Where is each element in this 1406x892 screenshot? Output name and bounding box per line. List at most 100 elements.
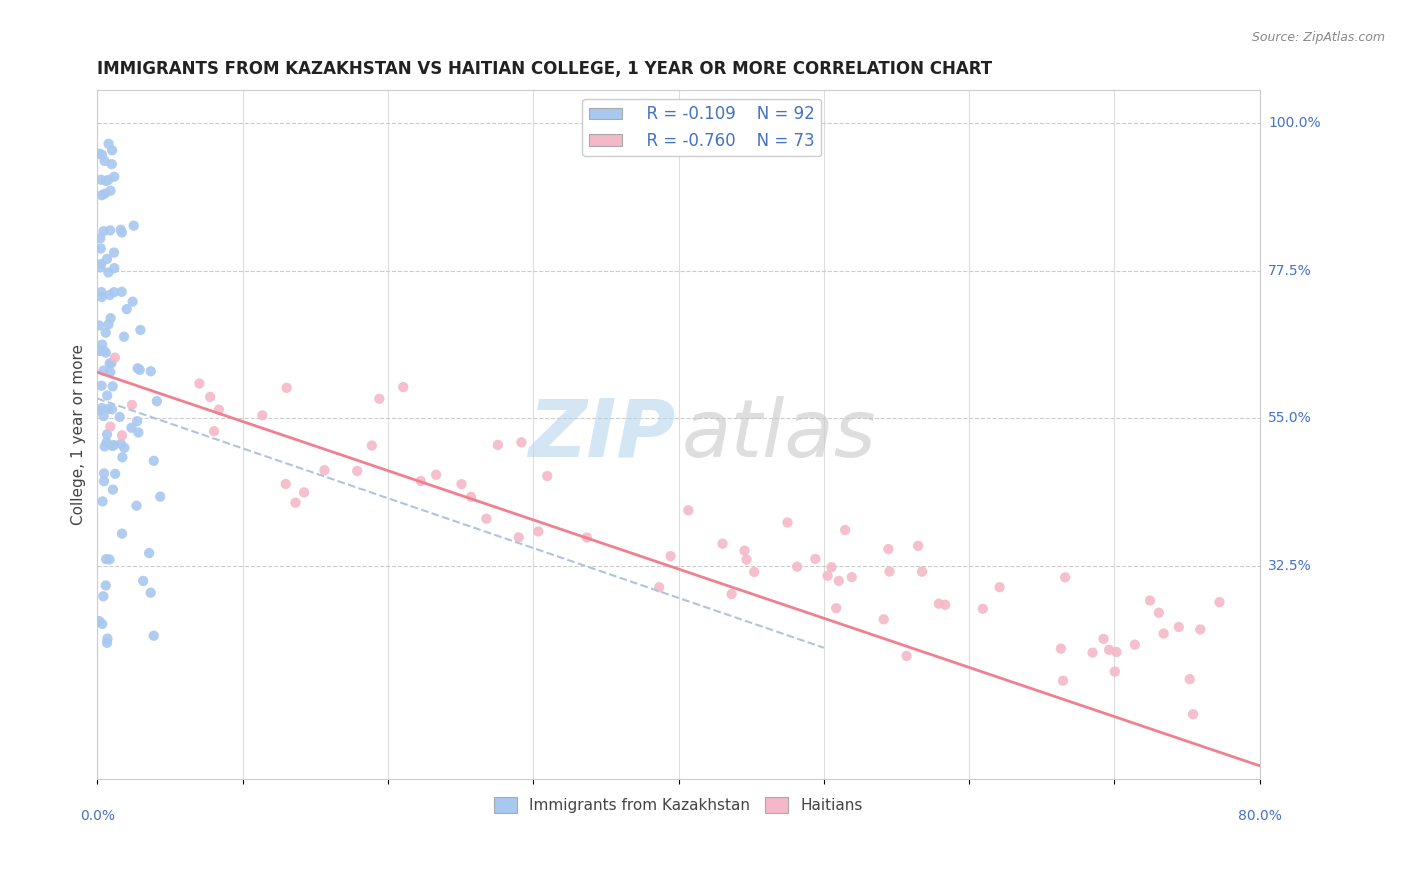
Point bbox=[368, 392, 391, 406]
Point bbox=[198, 390, 221, 404]
Point bbox=[121, 294, 143, 309]
Point bbox=[97, 136, 120, 151]
Point bbox=[90, 242, 112, 256]
Point bbox=[111, 226, 134, 240]
Text: atlas: atlas bbox=[682, 395, 877, 474]
Point bbox=[101, 379, 124, 393]
Point bbox=[94, 552, 117, 566]
Point bbox=[1189, 623, 1212, 637]
Point bbox=[94, 326, 117, 340]
Point bbox=[1104, 665, 1126, 679]
Point bbox=[90, 378, 112, 392]
Point bbox=[1081, 646, 1104, 660]
Point bbox=[98, 365, 121, 379]
Point bbox=[1147, 606, 1170, 620]
Point bbox=[475, 512, 498, 526]
Point bbox=[111, 526, 134, 541]
Point bbox=[804, 552, 827, 566]
Point bbox=[96, 636, 118, 650]
Point bbox=[678, 503, 700, 517]
Point bbox=[89, 403, 111, 417]
Point bbox=[93, 224, 115, 238]
Point bbox=[142, 454, 165, 468]
Point bbox=[128, 363, 150, 377]
Point bbox=[934, 598, 956, 612]
Point bbox=[98, 223, 121, 237]
Point bbox=[928, 597, 950, 611]
Point bbox=[93, 409, 115, 424]
Point bbox=[817, 569, 839, 583]
Point bbox=[89, 318, 111, 333]
Point bbox=[97, 265, 120, 279]
Legend: Immigrants from Kazakhstan, Haitians: Immigrants from Kazakhstan, Haitians bbox=[488, 791, 869, 820]
Point bbox=[110, 223, 132, 237]
Point bbox=[409, 474, 432, 488]
Point bbox=[91, 617, 114, 632]
Text: 32.5%: 32.5% bbox=[1268, 558, 1312, 573]
Point bbox=[139, 585, 162, 599]
Point bbox=[96, 435, 118, 450]
Point bbox=[103, 261, 125, 276]
Point bbox=[90, 290, 112, 304]
Point bbox=[138, 546, 160, 560]
Point bbox=[108, 409, 131, 424]
Point bbox=[873, 612, 896, 626]
Point bbox=[101, 402, 124, 417]
Point bbox=[103, 169, 125, 184]
Point bbox=[879, 565, 901, 579]
Text: 80.0%: 80.0% bbox=[1237, 809, 1282, 823]
Point bbox=[450, 477, 472, 491]
Point bbox=[252, 409, 274, 423]
Point bbox=[742, 565, 765, 579]
Text: 0.0%: 0.0% bbox=[80, 809, 115, 823]
Point bbox=[110, 437, 132, 451]
Point bbox=[828, 574, 851, 588]
Point bbox=[425, 467, 447, 482]
Point bbox=[149, 490, 172, 504]
Point bbox=[100, 157, 122, 171]
Point bbox=[1050, 641, 1073, 656]
Point bbox=[97, 173, 120, 187]
Point bbox=[360, 438, 382, 452]
Point bbox=[91, 337, 114, 351]
Point bbox=[188, 376, 211, 391]
Point bbox=[115, 302, 138, 317]
Point bbox=[97, 318, 120, 332]
Point bbox=[93, 343, 115, 358]
Point bbox=[111, 285, 134, 299]
Point bbox=[132, 574, 155, 588]
Point bbox=[314, 463, 336, 477]
Point bbox=[122, 219, 145, 233]
Point bbox=[94, 174, 117, 188]
Point bbox=[127, 425, 149, 440]
Point bbox=[96, 632, 118, 646]
Point bbox=[820, 560, 842, 574]
Point bbox=[274, 477, 297, 491]
Point bbox=[648, 580, 671, 594]
Point bbox=[94, 186, 117, 201]
Point bbox=[142, 629, 165, 643]
Point bbox=[93, 439, 115, 453]
Point bbox=[786, 559, 808, 574]
Point bbox=[91, 148, 114, 162]
Point bbox=[841, 570, 863, 584]
Point bbox=[834, 523, 856, 537]
Point bbox=[94, 345, 117, 359]
Point bbox=[139, 364, 162, 378]
Point bbox=[346, 464, 368, 478]
Text: 55.0%: 55.0% bbox=[1268, 411, 1312, 425]
Point bbox=[93, 153, 115, 168]
Point bbox=[93, 474, 115, 488]
Point bbox=[896, 648, 918, 663]
Point bbox=[112, 329, 135, 343]
Point bbox=[89, 343, 111, 358]
Point bbox=[91, 401, 114, 415]
Y-axis label: College, 1 year or more: College, 1 year or more bbox=[72, 344, 86, 525]
Point bbox=[907, 539, 929, 553]
Point bbox=[111, 450, 134, 465]
Point bbox=[460, 490, 482, 504]
Point bbox=[94, 578, 117, 592]
Point bbox=[103, 285, 125, 300]
Point bbox=[825, 601, 848, 615]
Text: IMMIGRANTS FROM KAZAKHSTAN VS HAITIAN COLLEGE, 1 YEAR OR MORE CORRELATION CHART: IMMIGRANTS FROM KAZAKHSTAN VS HAITIAN CO… bbox=[97, 60, 993, 78]
